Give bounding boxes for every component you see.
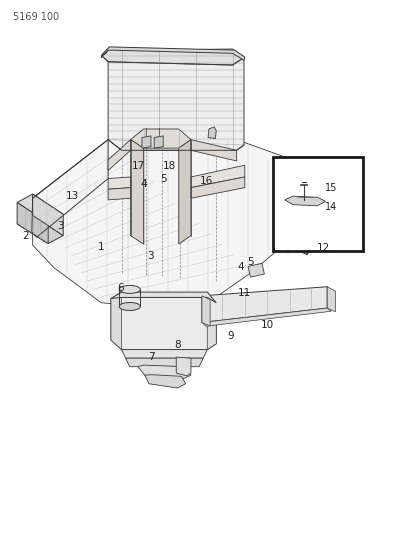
Polygon shape <box>33 140 323 312</box>
Text: 9: 9 <box>227 331 234 341</box>
Polygon shape <box>297 196 330 239</box>
Text: 3: 3 <box>57 221 64 231</box>
Polygon shape <box>101 47 245 60</box>
Polygon shape <box>102 48 244 65</box>
Polygon shape <box>32 140 108 237</box>
Polygon shape <box>191 177 245 198</box>
Polygon shape <box>208 127 216 139</box>
Polygon shape <box>108 188 131 200</box>
Polygon shape <box>126 358 203 367</box>
Polygon shape <box>307 201 330 255</box>
Text: 17: 17 <box>132 161 145 171</box>
Polygon shape <box>17 215 63 244</box>
Text: 16: 16 <box>200 176 213 186</box>
Polygon shape <box>191 140 237 161</box>
Text: 7: 7 <box>148 352 154 362</box>
Bar <box>273 157 363 251</box>
Polygon shape <box>108 140 131 171</box>
Text: 6: 6 <box>118 283 124 293</box>
Polygon shape <box>285 196 326 206</box>
Polygon shape <box>33 194 63 236</box>
Polygon shape <box>108 177 131 189</box>
Ellipse shape <box>119 302 140 310</box>
Polygon shape <box>248 263 264 277</box>
Text: 4: 4 <box>140 179 147 189</box>
Polygon shape <box>145 375 186 388</box>
Text: 14: 14 <box>325 202 337 212</box>
Text: 5169 100: 5169 100 <box>13 12 59 22</box>
Polygon shape <box>111 292 122 350</box>
Ellipse shape <box>119 286 140 293</box>
Text: 8: 8 <box>174 341 181 350</box>
Polygon shape <box>154 136 163 148</box>
Polygon shape <box>202 308 331 326</box>
Text: 13: 13 <box>66 191 79 201</box>
Polygon shape <box>297 213 330 255</box>
Polygon shape <box>131 140 144 244</box>
Text: 1: 1 <box>98 243 104 252</box>
Polygon shape <box>111 292 216 303</box>
Polygon shape <box>111 297 216 350</box>
Text: 18: 18 <box>163 161 176 171</box>
Polygon shape <box>202 287 327 322</box>
Text: 10: 10 <box>261 320 274 330</box>
Polygon shape <box>131 129 191 148</box>
Polygon shape <box>142 136 151 148</box>
Text: 3: 3 <box>148 251 154 261</box>
Polygon shape <box>17 203 48 244</box>
Polygon shape <box>202 296 210 326</box>
Polygon shape <box>179 140 191 244</box>
Polygon shape <box>326 208 336 221</box>
Polygon shape <box>122 350 207 358</box>
Text: 12: 12 <box>317 244 330 253</box>
Text: 2: 2 <box>22 231 29 241</box>
Polygon shape <box>138 365 191 381</box>
Text: 5: 5 <box>160 174 166 183</box>
Polygon shape <box>191 165 245 188</box>
Text: 15: 15 <box>325 183 337 192</box>
Polygon shape <box>17 194 63 223</box>
Polygon shape <box>327 287 335 312</box>
Polygon shape <box>108 49 244 150</box>
Text: 11: 11 <box>237 288 251 298</box>
Polygon shape <box>207 292 216 350</box>
Text: 5: 5 <box>248 257 254 267</box>
Text: 4: 4 <box>237 262 244 271</box>
Polygon shape <box>176 357 191 376</box>
